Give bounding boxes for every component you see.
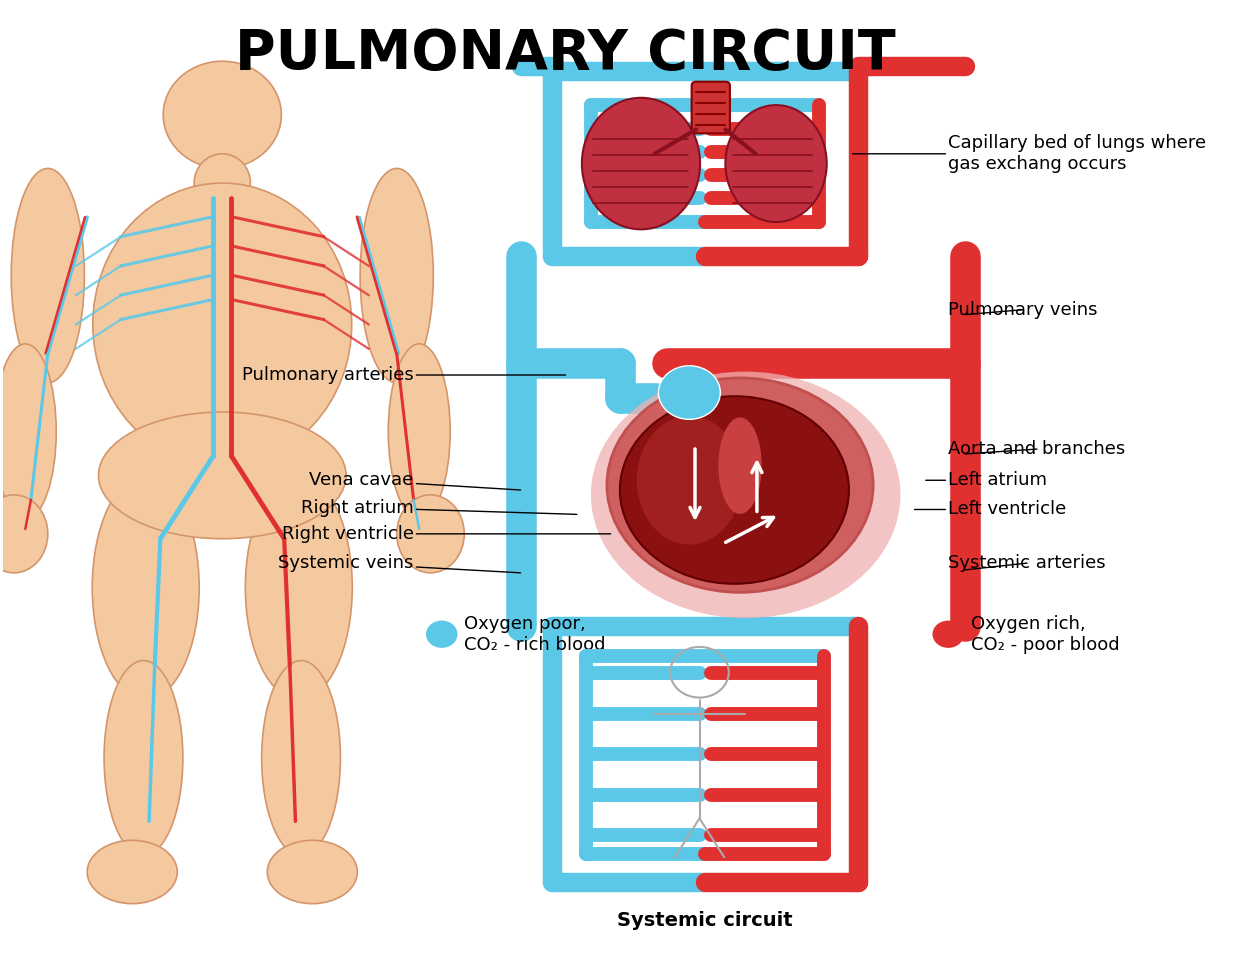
- Text: Pulmonary arteries: Pulmonary arteries: [242, 366, 566, 384]
- Ellipse shape: [11, 169, 84, 383]
- Ellipse shape: [104, 661, 183, 856]
- Ellipse shape: [388, 344, 450, 519]
- Text: Left atrium: Left atrium: [926, 471, 1047, 489]
- Ellipse shape: [99, 412, 346, 539]
- Text: Oxygen poor,
CO₂ - rich blood: Oxygen poor, CO₂ - rich blood: [465, 614, 606, 654]
- Ellipse shape: [360, 169, 434, 383]
- Text: Systemic circuit: Systemic circuit: [617, 911, 794, 930]
- Ellipse shape: [163, 61, 282, 169]
- Circle shape: [426, 620, 457, 648]
- Text: Aorta and branches: Aorta and branches: [948, 440, 1126, 458]
- Ellipse shape: [607, 378, 873, 592]
- Ellipse shape: [194, 154, 251, 213]
- Circle shape: [932, 620, 964, 648]
- Ellipse shape: [637, 416, 742, 545]
- Ellipse shape: [0, 344, 57, 519]
- Text: Capillary bed of lungs where
gas exchang occurs: Capillary bed of lungs where gas exchang…: [853, 134, 1206, 173]
- Ellipse shape: [620, 396, 849, 584]
- Ellipse shape: [659, 366, 721, 419]
- FancyBboxPatch shape: [692, 81, 730, 133]
- Text: Left ventricle: Left ventricle: [915, 501, 1067, 518]
- Ellipse shape: [718, 417, 761, 514]
- Ellipse shape: [262, 661, 340, 856]
- Text: Pulmonary veins: Pulmonary veins: [948, 301, 1098, 318]
- Text: Right atrium: Right atrium: [300, 499, 577, 516]
- Ellipse shape: [0, 495, 48, 573]
- Text: Vena cavae: Vena cavae: [309, 471, 520, 490]
- Ellipse shape: [726, 105, 827, 222]
- Ellipse shape: [397, 495, 465, 573]
- Text: Oxygen rich,
CO₂ - poor blood: Oxygen rich, CO₂ - poor blood: [970, 614, 1120, 654]
- Ellipse shape: [88, 840, 177, 904]
- Ellipse shape: [582, 98, 700, 229]
- Text: Right ventricle: Right ventricle: [282, 525, 611, 543]
- Ellipse shape: [267, 840, 357, 904]
- Text: Systemic veins: Systemic veins: [278, 554, 520, 573]
- Ellipse shape: [245, 475, 352, 700]
- Text: Systemic arteries: Systemic arteries: [948, 554, 1106, 572]
- Ellipse shape: [591, 371, 901, 618]
- Ellipse shape: [93, 475, 199, 700]
- Ellipse shape: [93, 183, 352, 465]
- Text: PULMONARY CIRCUIT: PULMONARY CIRCUIT: [235, 27, 896, 81]
